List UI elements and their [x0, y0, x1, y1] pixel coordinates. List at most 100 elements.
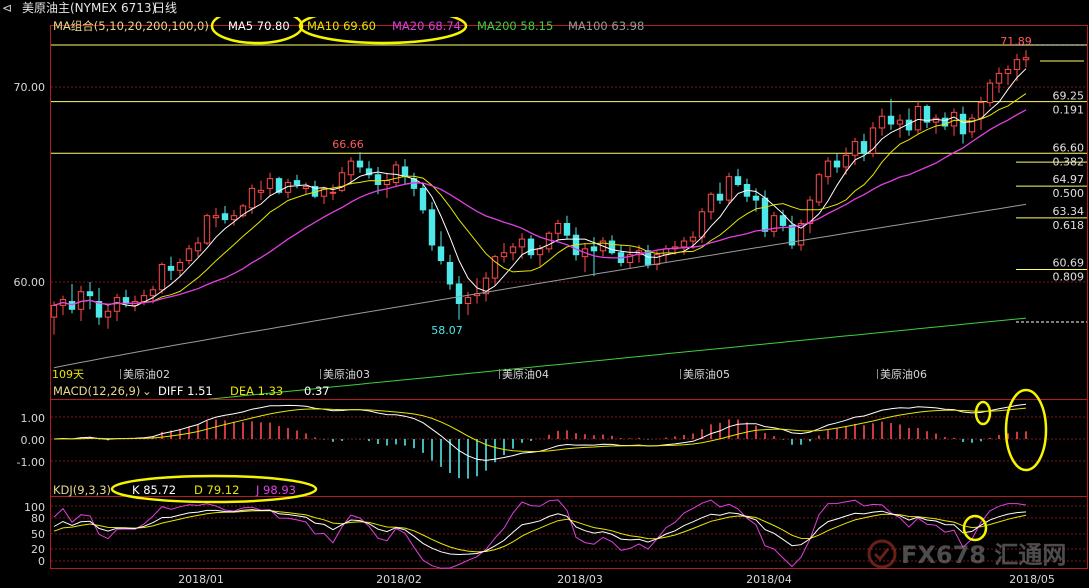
- candle-up: [482, 277, 490, 295]
- ma20-value: MA20 68.74: [392, 19, 461, 33]
- candle-down: [221, 213, 229, 221]
- candle-down: [590, 246, 598, 252]
- candle-down: [608, 240, 616, 254]
- candle-down: [446, 262, 454, 285]
- candle-up: [815, 174, 823, 203]
- candle-up: [725, 176, 733, 201]
- ma5-highlight-circle: [210, 17, 304, 45]
- kline-chart[interactable]: 69.250.191 66.600.382 64.970.500 63.340.618…: [0, 17, 1089, 588]
- candle-down: [437, 246, 445, 262]
- kdj-tick-label: 20: [31, 543, 45, 556]
- candle-up: [1022, 57, 1030, 61]
- contract-marker: 美原油04: [502, 367, 549, 381]
- fibonacci-lines: 69.250.191 66.600.382 64.970.500 63.340.618…: [51, 44, 1087, 323]
- candle-up: [824, 160, 832, 178]
- contract-marker: 美原油06: [880, 367, 927, 381]
- kdj-legend-title: KDJ(9,3,3): [53, 483, 111, 497]
- candle-down: [788, 224, 796, 246]
- fib-ratio-label: 0.191: [1053, 104, 1085, 117]
- contract-marker: 美原油05: [683, 367, 730, 381]
- macd-value: 0.37: [304, 384, 330, 398]
- candle-up: [950, 111, 958, 127]
- j-line: [53, 499, 1027, 569]
- candle-up: [500, 252, 508, 258]
- candle-up: [185, 248, 193, 262]
- candle-up: [383, 180, 391, 186]
- fib-ratio-label: 0.618: [1053, 219, 1085, 232]
- macd-axis: 1.00 0.00 -1.00: [17, 412, 45, 469]
- kdj-series: [53, 499, 1027, 569]
- ma-legend: MA组合(5,10,20,200,100,0) MA5 70.80 MA10 6…: [53, 19, 644, 33]
- candle-down: [761, 197, 769, 232]
- candle-up: [77, 291, 85, 310]
- candle-down: [734, 176, 742, 185]
- candle-up: [194, 242, 202, 252]
- candle-up: [518, 238, 526, 248]
- candle-down: [68, 301, 76, 310]
- candle-up: [689, 236, 697, 242]
- candle-up: [770, 215, 778, 232]
- candle-down: [716, 193, 724, 201]
- ma20-line: [53, 109, 1027, 307]
- kdj-legend: KDJ(9,3,3) K 85.72 D 79.12 J 98.93: [53, 483, 296, 497]
- candle-down: [428, 209, 436, 246]
- candle-up: [338, 172, 346, 191]
- title-bar: ⊲ 美原油主(NYMEX 6713) 日线: [0, 0, 1089, 17]
- candle-down: [122, 297, 130, 304]
- candle-up: [995, 72, 1003, 84]
- kdj-panel-frame: [50, 496, 1088, 569]
- ma5-value: MA5 70.80: [228, 19, 290, 33]
- price-tick-label: 60.00: [14, 276, 46, 289]
- candle-up: [464, 297, 472, 304]
- date-axis: 2018/01 2018/02 2018/03 2018/04 2018/05: [178, 573, 1055, 586]
- candle-up: [869, 127, 877, 154]
- candle-down: [860, 141, 868, 154]
- ma10-value: MA10 69.60: [307, 19, 376, 33]
- period-selector[interactable]: 日线: [153, 1, 178, 15]
- diff-line: [53, 403, 1027, 461]
- candle-down: [752, 195, 760, 201]
- dea-value: DEA 1.33: [230, 384, 283, 398]
- candle-up: [1013, 59, 1021, 70]
- chevron-down-icon[interactable]: ⌄: [142, 384, 152, 398]
- candle-up: [968, 117, 976, 133]
- candle-down: [419, 187, 427, 211]
- candle-up: [266, 178, 274, 189]
- fib-price-label: 60.69: [1053, 257, 1085, 270]
- kdj-tick-label: 100: [24, 501, 45, 514]
- candle-up: [257, 189, 265, 193]
- feb-high-label: 66.66: [332, 138, 364, 151]
- panel-frames: [50, 25, 1088, 569]
- candle-up: [536, 248, 544, 256]
- kdj-values-highlight-circle: [110, 474, 318, 504]
- candle-up: [491, 256, 499, 279]
- fib-ratio-label: 0.382: [1053, 155, 1085, 168]
- k-line: [53, 509, 1027, 556]
- kdj-tick-label: 80: [31, 512, 45, 525]
- d-value: D 79.12: [194, 483, 239, 497]
- fib-price-label: 63.34: [1053, 205, 1085, 218]
- fib-price-label: 64.97: [1053, 173, 1085, 186]
- back-arrow-icon[interactable]: ⊲: [2, 1, 13, 15]
- candle-up: [680, 240, 688, 248]
- kdj-cross-highlight-circle: [962, 514, 988, 542]
- candle-up: [554, 223, 562, 234]
- fx678-logo-icon: [867, 539, 897, 569]
- macd-panel-frame: [50, 399, 1088, 497]
- ma10-line: [53, 93, 1027, 306]
- contract-marker: 美原油02: [123, 367, 170, 381]
- candle-up: [842, 154, 850, 168]
- candle-up: [851, 141, 859, 156]
- fib-price-label: 66.60: [1053, 141, 1085, 154]
- candle-down: [95, 301, 103, 318]
- contract-marker-ticks: [120, 369, 878, 379]
- k-value: K 85.72: [132, 483, 176, 497]
- candle-down: [455, 283, 463, 304]
- candle-up: [248, 187, 256, 209]
- candle-down: [833, 160, 841, 168]
- candle-down: [563, 223, 571, 236]
- watermark-text: FX678 汇通网: [901, 541, 1066, 569]
- price-panel-frame: [50, 25, 1088, 400]
- highlight-annotations: [110, 17, 1048, 542]
- ma5-line: [53, 68, 1027, 307]
